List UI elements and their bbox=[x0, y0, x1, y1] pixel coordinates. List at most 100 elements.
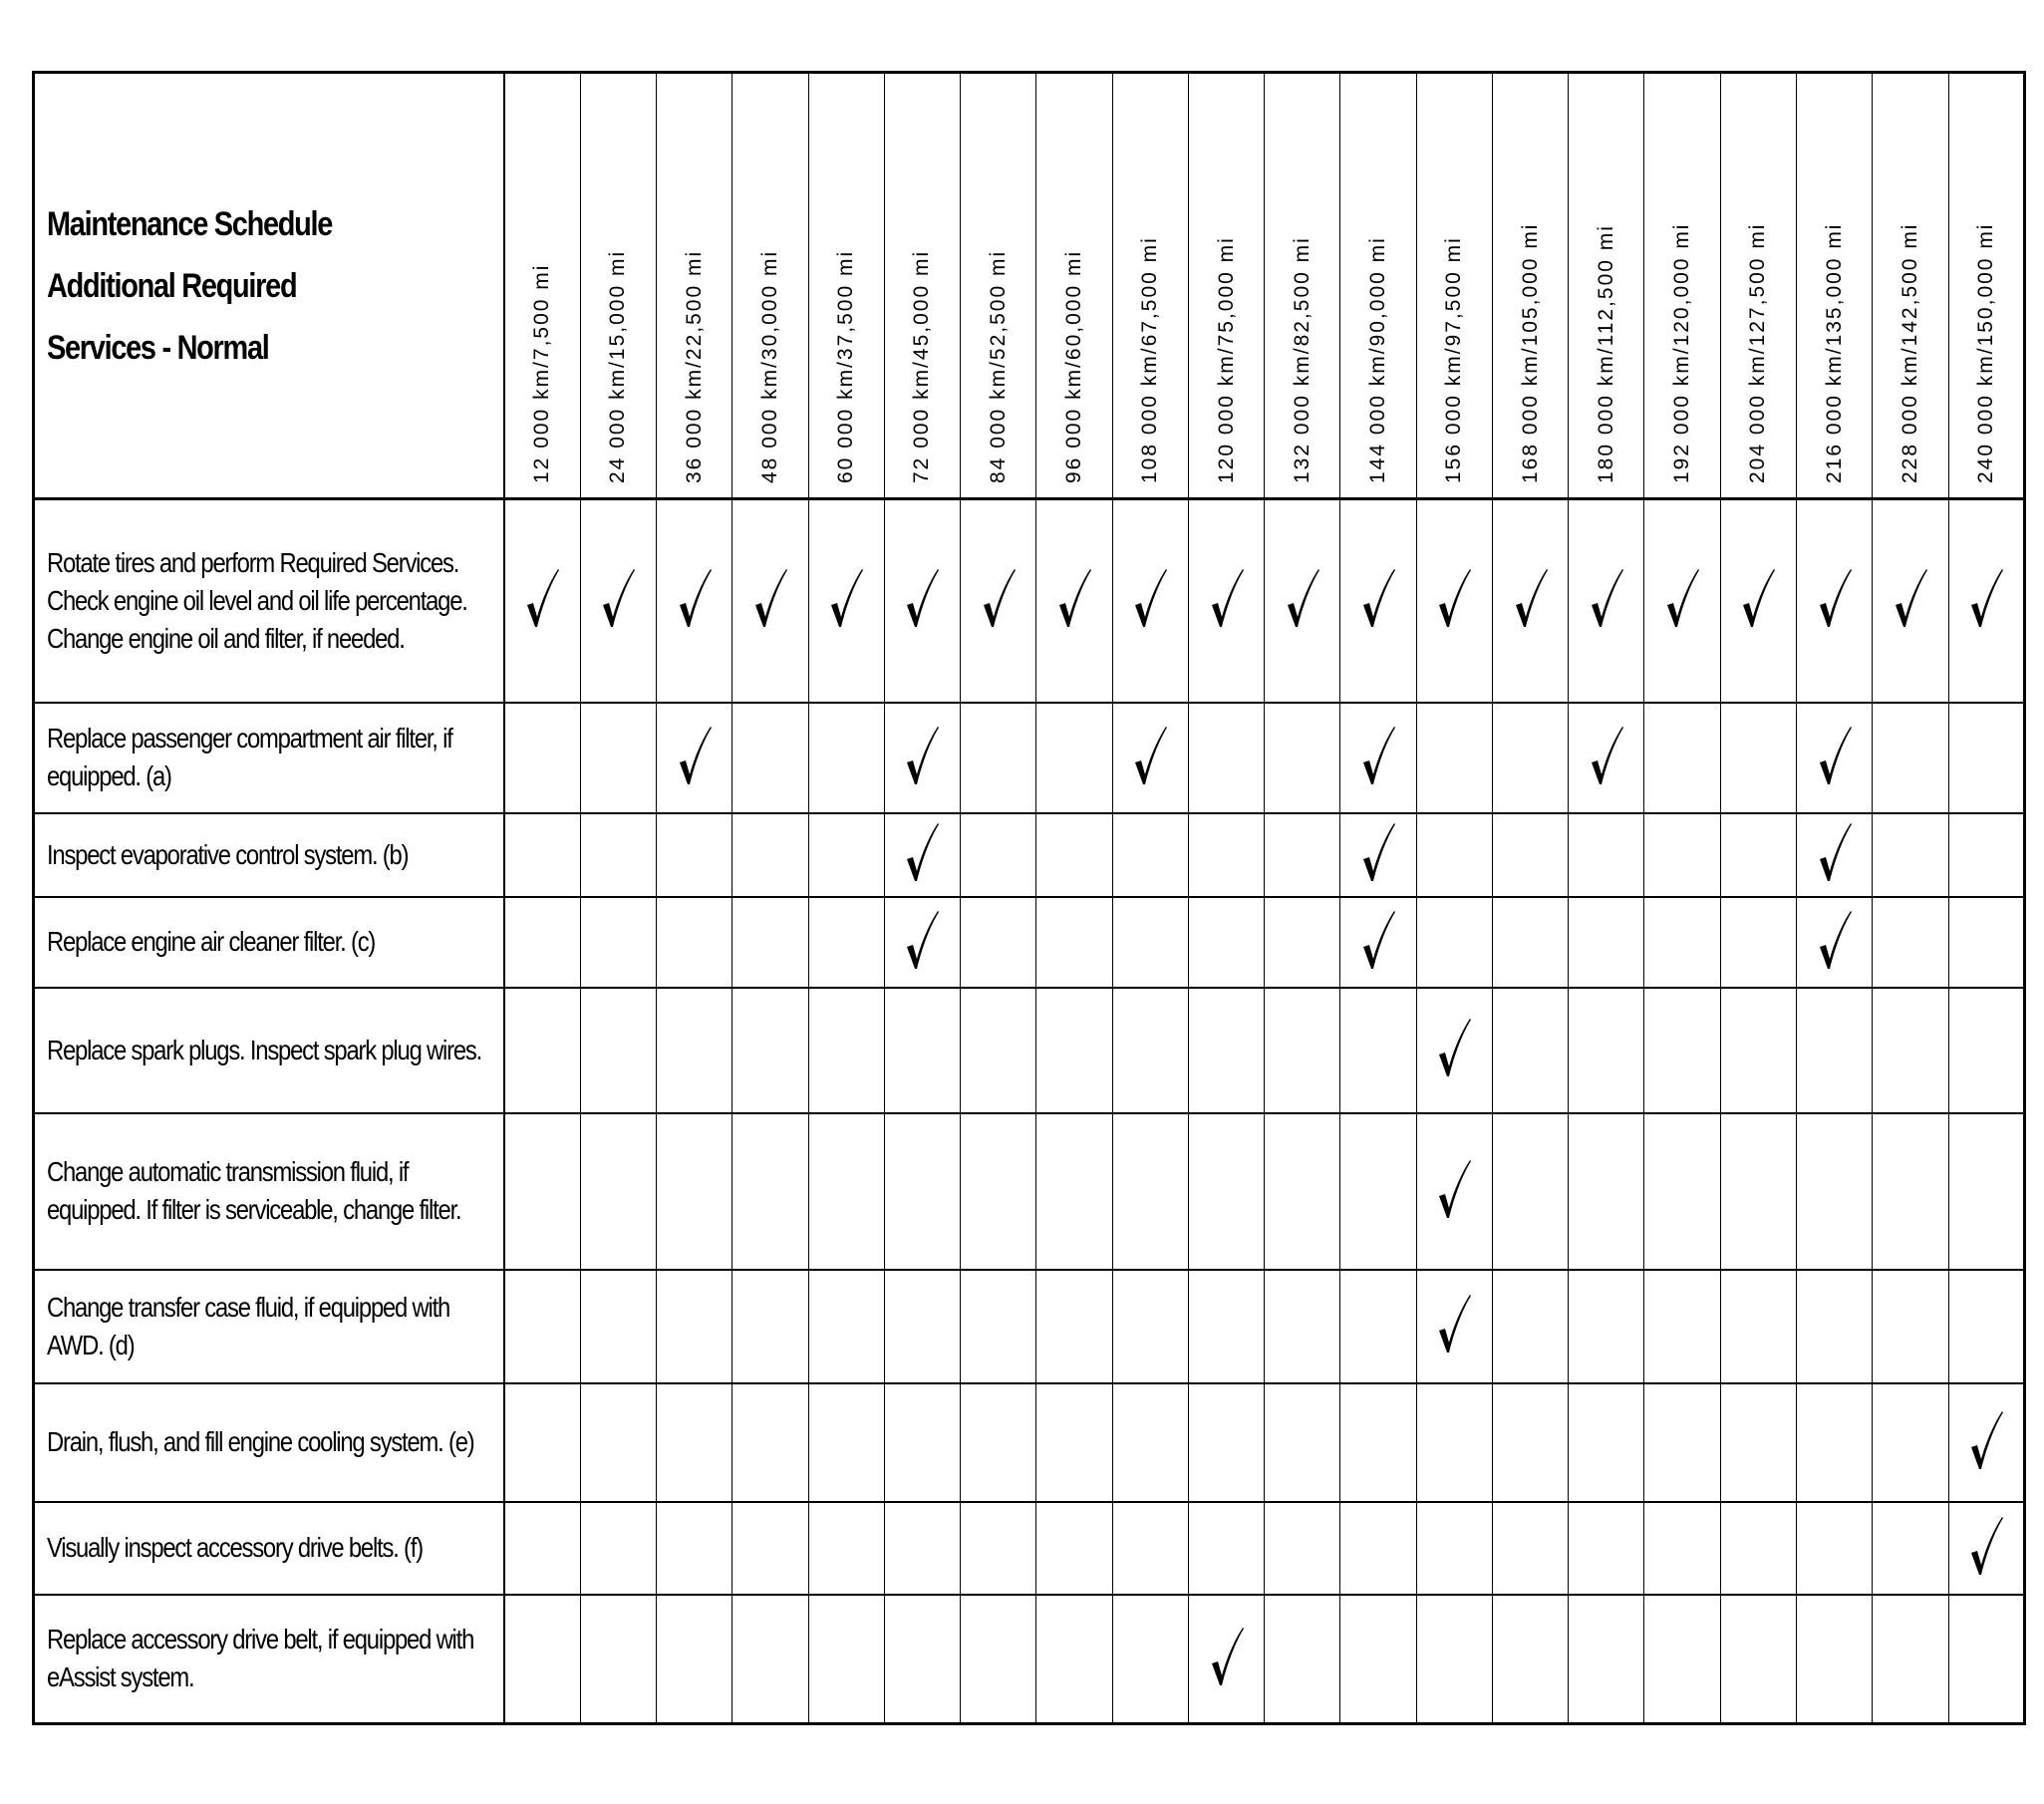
schedule-cell bbox=[1035, 986, 1113, 1114]
schedule-cell bbox=[1643, 497, 1721, 704]
checkmark-icon bbox=[981, 569, 1017, 633]
service-text: Replace accessory drive belt, if equippe… bbox=[47, 1624, 474, 1693]
checkmark-icon bbox=[1817, 569, 1853, 633]
checkmark-icon bbox=[1589, 569, 1624, 633]
schedule-cell bbox=[731, 811, 809, 898]
schedule-cell bbox=[1568, 1381, 1645, 1503]
checkmark-icon bbox=[677, 569, 713, 633]
interval-label: 60 000 km/37,500 mi bbox=[834, 249, 858, 483]
schedule-cell bbox=[1339, 895, 1417, 989]
schedule-cell bbox=[1035, 811, 1113, 898]
checkmark-icon bbox=[1360, 726, 1396, 790]
schedule-cell bbox=[1947, 1111, 2026, 1271]
schedule-cell bbox=[1719, 895, 1798, 989]
checkmark-icon bbox=[1740, 569, 1776, 633]
schedule-cell bbox=[960, 701, 1037, 814]
checkmark-icon bbox=[1664, 569, 1700, 633]
schedule-cell bbox=[1491, 701, 1570, 814]
service-description: Change automatic transmission fluid, if … bbox=[33, 1111, 505, 1271]
schedule-cell bbox=[1491, 1500, 1570, 1596]
service-row: Drain, flush, and fill engine cooling sy… bbox=[33, 1381, 2026, 1503]
schedule-cell bbox=[883, 895, 962, 989]
schedule-cell bbox=[807, 986, 885, 1114]
interval-header: 156 000 km/97,500 mi bbox=[1415, 72, 1493, 500]
schedule-cell bbox=[1719, 1111, 1798, 1271]
interval-header: 180 000 km/112,500 mi bbox=[1568, 72, 1645, 500]
schedule-cell bbox=[1947, 895, 2026, 989]
schedule-cell bbox=[1568, 1268, 1645, 1384]
schedule-cell bbox=[960, 1268, 1037, 1384]
schedule-cell bbox=[883, 1381, 962, 1503]
service-description: Change transfer case fluid, if equipped … bbox=[33, 1268, 505, 1384]
schedule-cell bbox=[1796, 497, 1874, 704]
schedule-cell bbox=[1719, 1268, 1798, 1384]
schedule-cell bbox=[1415, 1500, 1493, 1596]
interval-label: 24 000 km/15,000 mi bbox=[606, 249, 630, 483]
checkmark-icon bbox=[1817, 726, 1853, 790]
schedule-cell bbox=[960, 811, 1037, 898]
schedule-cell bbox=[1796, 811, 1874, 898]
schedule-cell bbox=[1643, 986, 1721, 1114]
schedule-cell bbox=[579, 701, 658, 814]
schedule-cell bbox=[883, 1500, 962, 1596]
service-text: Rotate tires and perform Required Servic… bbox=[47, 546, 468, 654]
schedule-cell bbox=[1187, 1500, 1266, 1596]
schedule-cell bbox=[1187, 701, 1266, 814]
schedule-cell bbox=[1339, 1268, 1417, 1384]
schedule-cell bbox=[1187, 1268, 1266, 1384]
schedule-cell bbox=[731, 497, 809, 704]
schedule-cell bbox=[960, 1500, 1037, 1596]
interval-label: 228 000 km/142,500 mi bbox=[1898, 222, 1921, 483]
schedule-cell bbox=[503, 1268, 581, 1384]
schedule-cell bbox=[1872, 986, 1949, 1114]
schedule-cell bbox=[883, 1268, 962, 1384]
schedule-cell bbox=[883, 497, 962, 704]
title-line: Services - Normal bbox=[47, 328, 270, 367]
service-description: Drain, flush, and fill engine cooling sy… bbox=[33, 1381, 505, 1503]
schedule-cell bbox=[579, 497, 658, 704]
schedule-cell bbox=[1264, 1500, 1341, 1596]
schedule-cell bbox=[960, 1593, 1037, 1725]
schedule-cell bbox=[1643, 895, 1721, 989]
service-text: Drain, flush, and fill engine cooling sy… bbox=[47, 1426, 475, 1457]
schedule-cell bbox=[1719, 811, 1798, 898]
schedule-cell bbox=[1719, 986, 1798, 1114]
interval-header: 72 000 km/45,000 mi bbox=[883, 72, 962, 500]
interval-label: 216 000 km/135,000 mi bbox=[1822, 222, 1846, 483]
schedule-cell bbox=[1872, 895, 1949, 989]
schedule-cell bbox=[1264, 1111, 1341, 1271]
schedule-cell bbox=[579, 1268, 658, 1384]
table-title: Maintenance Schedule Additional Required… bbox=[33, 72, 505, 500]
schedule-cell bbox=[1491, 811, 1570, 898]
schedule-cell bbox=[503, 1111, 581, 1271]
checkmark-icon bbox=[1360, 823, 1396, 887]
schedule-cell bbox=[1035, 497, 1113, 704]
schedule-cell bbox=[1872, 1381, 1949, 1503]
service-text: Inspect evaporative control system. (b) bbox=[47, 838, 410, 870]
interval-label: 192 000 km/120,000 mi bbox=[1670, 222, 1694, 483]
checkmark-icon bbox=[1513, 569, 1549, 633]
service-description: Inspect evaporative control system. (b) bbox=[33, 811, 505, 898]
schedule-cell bbox=[1187, 1111, 1266, 1271]
schedule-cell bbox=[1719, 497, 1798, 704]
schedule-cell bbox=[656, 497, 733, 704]
schedule-cell bbox=[1339, 1593, 1417, 1725]
interval-label: 180 000 km/112,500 mi bbox=[1594, 224, 1617, 483]
schedule-cell bbox=[1339, 1500, 1417, 1596]
schedule-cell bbox=[1947, 1268, 2026, 1384]
schedule-cell bbox=[1796, 895, 1874, 989]
schedule-cell bbox=[1339, 1381, 1417, 1503]
schedule-cell bbox=[656, 895, 733, 989]
schedule-cell bbox=[960, 497, 1037, 704]
schedule-cell bbox=[1719, 1500, 1798, 1596]
schedule-cell bbox=[731, 895, 809, 989]
schedule-cell bbox=[807, 701, 885, 814]
service-description: Replace spark plugs. Inspect spark plug … bbox=[33, 986, 505, 1114]
schedule-cell bbox=[1643, 1500, 1721, 1596]
interval-label: 48 000 km/30,000 mi bbox=[757, 249, 781, 483]
schedule-cell bbox=[1872, 701, 1949, 814]
schedule-cell bbox=[807, 1381, 885, 1503]
service-description: Replace accessory drive belt, if equippe… bbox=[33, 1593, 505, 1725]
schedule-cell bbox=[731, 701, 809, 814]
schedule-cell bbox=[1264, 1381, 1341, 1503]
